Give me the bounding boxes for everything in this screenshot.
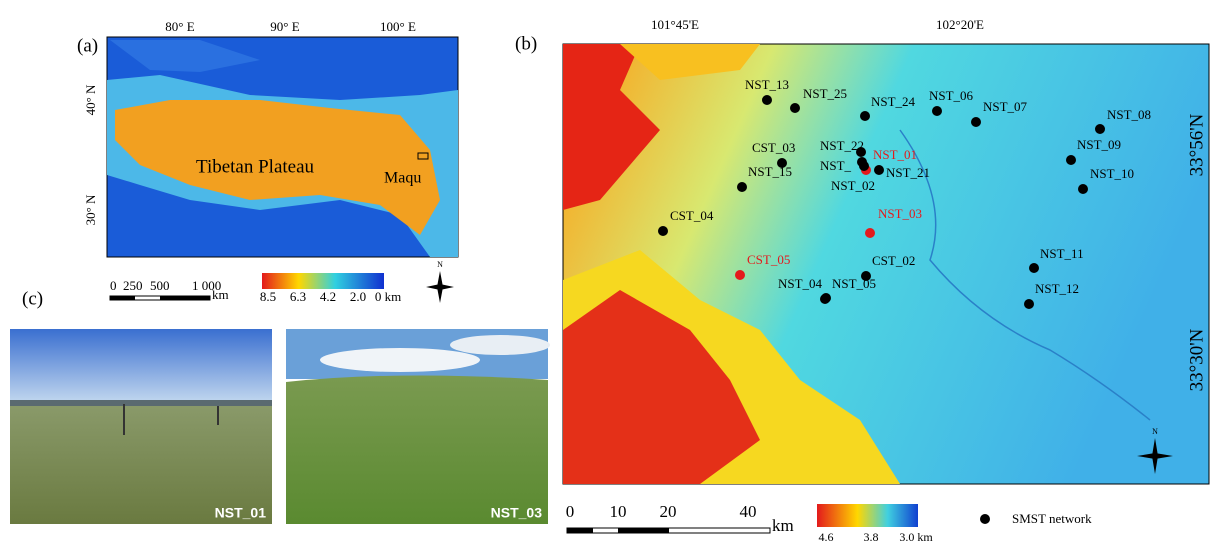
station-label: NST_10 bbox=[1090, 166, 1134, 181]
photo-cloud bbox=[320, 348, 480, 372]
station-marker bbox=[971, 117, 981, 127]
lat-tick-label: 30° N bbox=[83, 194, 98, 225]
legend-label: 4.6 bbox=[819, 530, 834, 544]
station-label: NST_01 bbox=[873, 147, 917, 162]
station-marker bbox=[790, 103, 800, 113]
photo-label: NST_01 bbox=[215, 505, 267, 521]
station-marker bbox=[737, 182, 747, 192]
scale-label: km bbox=[772, 516, 794, 535]
station-label: NST_12 bbox=[1035, 281, 1079, 296]
scale-label: km bbox=[212, 287, 229, 302]
legend-label: 2.0 bbox=[350, 289, 366, 304]
lon-tick-label: 101°45'E bbox=[651, 17, 699, 32]
station-label: NST_02 bbox=[831, 178, 875, 193]
station-marker bbox=[1095, 124, 1105, 134]
station-label: NST_ bbox=[820, 158, 852, 173]
svg-text:N: N bbox=[437, 260, 443, 269]
station-marker bbox=[859, 161, 869, 171]
scale-bar bbox=[618, 528, 669, 533]
panel-label: (b) bbox=[515, 33, 537, 54]
station-label: NST_22 bbox=[820, 138, 864, 153]
scale-label: 0 bbox=[110, 278, 117, 293]
station-label: CST_05 bbox=[747, 252, 790, 267]
scale-label: 10 bbox=[610, 502, 627, 521]
station-marker bbox=[1078, 184, 1088, 194]
scale-bar bbox=[110, 296, 135, 300]
scale-label: 20 bbox=[660, 502, 677, 521]
figure: (a) 80° E 90° E 100° E 40° N 30° N Tibet… bbox=[0, 0, 1217, 544]
station-marker bbox=[932, 106, 942, 116]
lon-tick-label: 100° E bbox=[380, 19, 416, 34]
station-marker bbox=[821, 293, 831, 303]
station-label: NST_24 bbox=[871, 94, 916, 109]
legend-label: 0 km bbox=[375, 289, 401, 304]
scale-bar bbox=[567, 528, 593, 533]
station-marker bbox=[865, 228, 875, 238]
site-label: Maqu bbox=[384, 170, 421, 187]
lon-tick-label: 102°20'E bbox=[936, 17, 984, 32]
station-label: CST_04 bbox=[670, 208, 714, 223]
station-label: NST_13 bbox=[745, 77, 789, 92]
legend-bar bbox=[817, 504, 918, 527]
legend-label: 8.5 bbox=[260, 289, 276, 304]
photo-sky bbox=[10, 329, 272, 406]
lat-tick-label: 33°30'N bbox=[1186, 328, 1207, 391]
station-marker bbox=[1024, 299, 1034, 309]
scale-label: 500 bbox=[150, 278, 170, 293]
station-label: NST_05 bbox=[832, 276, 876, 291]
scale-label: 250 bbox=[123, 278, 143, 293]
station-label: NST_08 bbox=[1107, 107, 1151, 122]
photo-label: NST_03 bbox=[491, 505, 543, 521]
station-label: NST_25 bbox=[803, 86, 847, 101]
station-label: NST_21 bbox=[886, 165, 930, 180]
panel-label: (a) bbox=[77, 35, 98, 56]
lon-tick-label: 90° E bbox=[270, 19, 299, 34]
svg-text:N: N bbox=[1152, 427, 1158, 436]
station-marker bbox=[1029, 263, 1039, 273]
region-label: Tibetan Plateau bbox=[196, 156, 315, 177]
station-marker bbox=[860, 111, 870, 121]
station-label: NST_11 bbox=[1040, 246, 1084, 261]
station-label: CST_02 bbox=[872, 253, 915, 268]
legend-marker bbox=[980, 514, 990, 524]
legend-label: 3.8 bbox=[864, 530, 879, 544]
station-label: NST_06 bbox=[929, 88, 974, 103]
scale-label: 40 bbox=[740, 502, 757, 521]
scale-label: 0 bbox=[566, 502, 575, 521]
station-marker bbox=[762, 95, 772, 105]
station-marker bbox=[1066, 155, 1076, 165]
photo-cloud bbox=[450, 335, 550, 355]
panel-label: (c) bbox=[22, 288, 43, 309]
station-label: NST_09 bbox=[1077, 137, 1121, 152]
legend-label: SMST network bbox=[1012, 511, 1092, 526]
legend-bar bbox=[262, 273, 384, 289]
station-marker bbox=[735, 270, 745, 280]
lon-tick-label: 80° E bbox=[165, 19, 194, 34]
north-arrow: N bbox=[426, 260, 454, 303]
station-label: NST_04 bbox=[778, 276, 823, 291]
legend-label: 6.3 bbox=[290, 289, 306, 304]
photo-hills bbox=[10, 400, 272, 406]
station-label: NST_03 bbox=[878, 206, 922, 221]
photo-grass bbox=[286, 375, 548, 524]
scale-bar bbox=[160, 296, 210, 300]
station-marker bbox=[658, 226, 668, 236]
station-label: CST_03 bbox=[752, 140, 795, 155]
lat-tick-label: 40° N bbox=[83, 84, 98, 115]
station-label: NST_15 bbox=[748, 164, 792, 179]
lat-tick-label: 33°56'N bbox=[1186, 113, 1207, 176]
legend-label: 3.0 km bbox=[899, 530, 933, 544]
station-marker bbox=[874, 165, 884, 175]
station-label: NST_07 bbox=[983, 99, 1028, 114]
legend-label: 4.2 bbox=[320, 289, 336, 304]
